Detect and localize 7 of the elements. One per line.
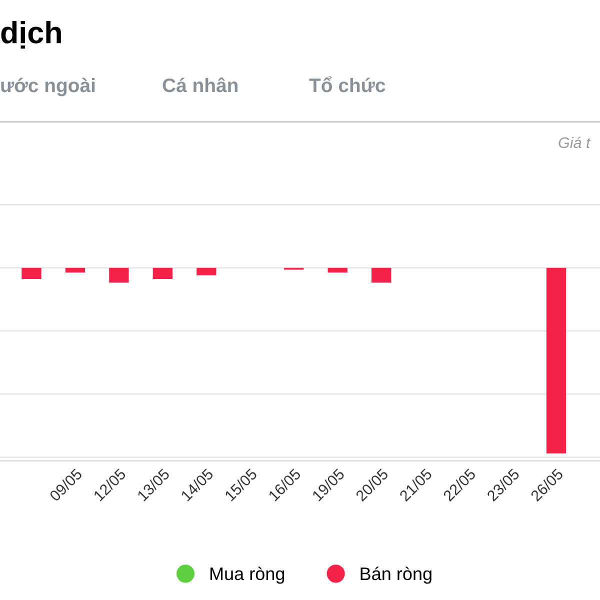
legend-label: Bán ròng	[360, 566, 432, 584]
text: Cá nhân	[162, 78, 238, 92]
text: Tổ chức	[309, 76, 386, 92]
text: ước ngoài	[1, 78, 95, 96]
legend-label: Mua ròng	[210, 566, 284, 584]
chart-title: dịch	[1, 21, 61, 49]
text: Giá t	[558, 136, 591, 148]
